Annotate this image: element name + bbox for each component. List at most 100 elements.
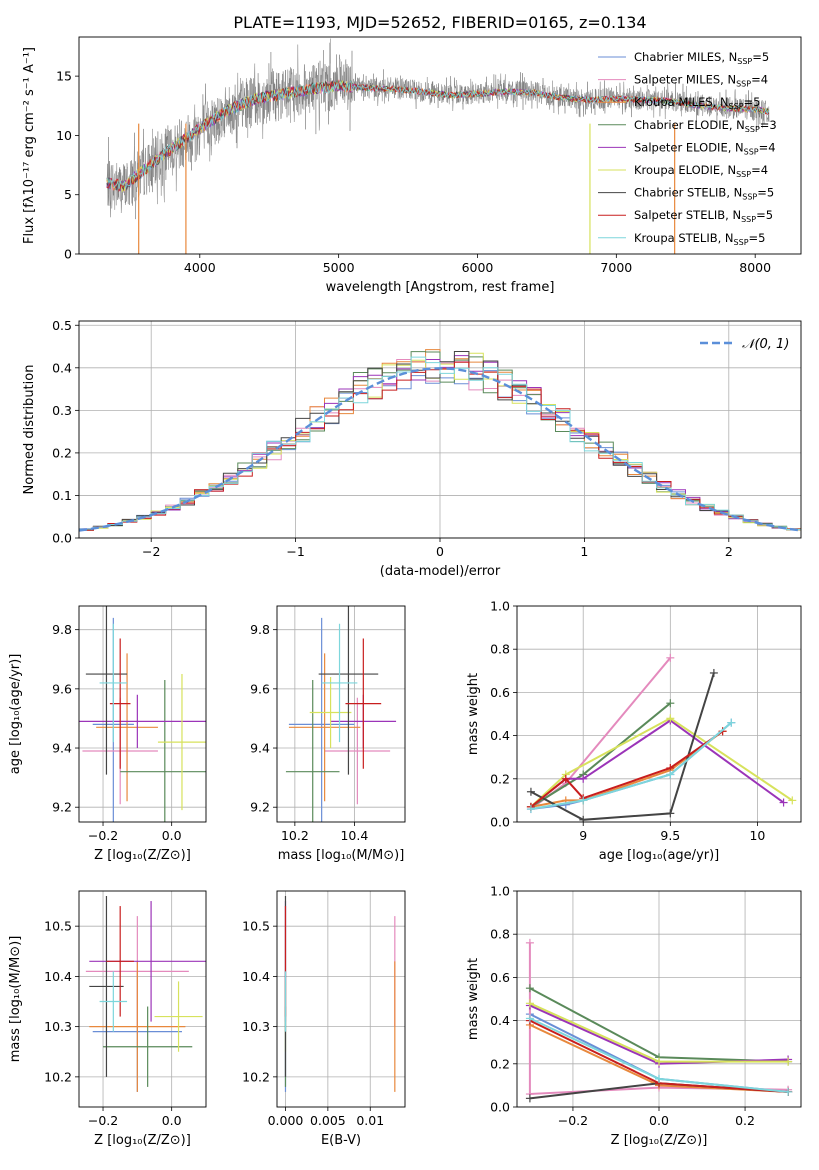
- y-tick-label: 0.8: [490, 927, 510, 942]
- y-tick-label: 10: [56, 128, 72, 143]
- weight-vs-age-xlabel: age [log₁₀(age/yr)]: [599, 848, 720, 863]
- weight-vs-age-ylabel: mass weight: [466, 673, 481, 755]
- legend-label-tail: =4: [751, 163, 768, 177]
- legend-label: Chabrier STELIB, NSSP=5: [634, 186, 774, 202]
- weight-vs-Z-plot-area: [517, 891, 801, 1107]
- mass-vs-EBV-xlabel: E(B-V): [321, 1133, 361, 1148]
- model-spectrum-line: [106, 80, 770, 190]
- weight-vs-Z-xlabel: Z [log₁₀(Z/Z⊙)]: [611, 1133, 708, 1148]
- y-tick-label: 0.4: [52, 360, 72, 375]
- weight-series-line: [530, 721, 732, 810]
- legend-label: Kroupa STELIB, NSSP=5: [634, 231, 765, 247]
- residual-hist-frame: [78, 320, 802, 539]
- x-tick-label: 10.4: [340, 828, 368, 843]
- age-vs-Z-frame: [78, 605, 207, 823]
- residual-hist-ylabel: Normed distribution: [22, 365, 37, 495]
- weight-series-line: [530, 719, 785, 808]
- x-tick-label: 0.01: [356, 1113, 384, 1128]
- y-tick-label: 0.0: [52, 531, 72, 546]
- legend-label-tail: =5: [744, 95, 761, 109]
- y-tick-label: 9.4: [250, 741, 270, 756]
- age-vs-Z-plot-area: [79, 606, 206, 822]
- legend-label: 𝒩(0, 1): [742, 337, 789, 352]
- y-tick-label: 0.2: [490, 771, 510, 786]
- y-tick-label: 10.3: [242, 1019, 270, 1034]
- legend-label-subscript: SSP: [745, 125, 760, 134]
- x-tick-label: 10: [749, 828, 765, 843]
- y-tick-label: 0.6: [490, 685, 510, 700]
- y-tick-label: 5: [64, 187, 72, 202]
- x-tick-label: 4000: [184, 260, 216, 275]
- spectrum-plot-area: [106, 38, 770, 254]
- x-tick-label: 0: [436, 544, 444, 559]
- y-tick-label: 9.6: [250, 681, 270, 696]
- x-tick-label: −0.2: [88, 828, 118, 843]
- legend-label-subscript: SSP: [736, 170, 751, 179]
- weight-vs-age-plot-area: [517, 606, 801, 822]
- x-tick-label: 0.005: [310, 1113, 346, 1128]
- y-tick-label: 10.2: [44, 1069, 72, 1084]
- mass-vs-EBV-panel: 0.000 0.005 0.01 10.2 10.3 10.4 10.5 E(B-V): [242, 890, 406, 1148]
- legend-label: Salpeter MILES, NSSP=4: [634, 73, 768, 89]
- x-tick-label: 7000: [600, 260, 632, 275]
- age-vs-Z-xlabel: Z [log₁₀(Z/Z⊙)]: [94, 848, 191, 863]
- mass-vs-EBV-plot-area: [277, 891, 405, 1107]
- legend-label: Chabrier MILES, NSSP=5: [634, 50, 769, 66]
- spectrum-xlabel: wavelength [Angstrom, rest frame]: [326, 280, 555, 295]
- y-tick-label: 0.2: [52, 445, 72, 460]
- x-tick-label: 8000: [739, 260, 771, 275]
- age-vs-mass-xlabel: mass [log₁₀(M/M⊙)]: [278, 848, 405, 863]
- legend-label-tail: =5: [756, 208, 773, 222]
- weight-series-line: [530, 717, 793, 808]
- y-tick-label: 0.8: [490, 642, 510, 657]
- legend-label-subscript: SSP: [736, 80, 751, 89]
- spectrum-ylabel: Flux [fλ10⁻¹⁷ erg cm⁻² s⁻¹ A⁻¹]: [22, 47, 37, 244]
- y-tick-label: 10.5: [44, 919, 72, 934]
- y-tick-label: 10.3: [44, 1019, 72, 1034]
- model-spectrum-line: [106, 79, 770, 193]
- figure-title: PLATE=1193, MJD=52652, FIBERID=0165, z=0…: [233, 13, 646, 32]
- y-tick-label: 0.1: [52, 488, 72, 503]
- legend-label-subscript: SSP: [729, 102, 744, 111]
- age-vs-Z-panel: −0.2 0.0 9.2 9.4 9.6 9.8 Z [log₁₀(Z/Z⊙)] age [l…: [8, 605, 207, 863]
- spectrum-frame: [78, 36, 802, 255]
- weight-vs-age-panel: 9 9.5 10 0.0 0.2 0.4 0.6 0.8 1.0 age [log₁₀(age/y…: [466, 599, 802, 863]
- weight-vs-Z-ylabel: mass weight: [466, 958, 481, 1040]
- mass-vs-Z-ylabel: mass [log₁₀(M/M⊙)]: [8, 936, 23, 1063]
- residual-hist-panel: −2 −1 0 1 2 0.0 0.1 0.2 0.3 0.4 0.5 (data-model)/er…: [22, 318, 802, 579]
- y-tick-label: 0: [64, 247, 72, 262]
- x-tick-label: 1: [580, 544, 588, 559]
- legend-label-tail: =5: [749, 231, 766, 245]
- x-tick-label: −1: [286, 544, 304, 559]
- mass-vs-EBV-frame: [276, 890, 406, 1108]
- legend-label: Kroupa ELODIE, NSSP=4: [634, 163, 768, 179]
- y-tick-label: 9.6: [52, 681, 72, 696]
- legend-label-tail: =4: [759, 140, 776, 154]
- weight-vs-Z-frame: [516, 890, 802, 1108]
- x-tick-label: −2: [142, 544, 160, 559]
- y-tick-label: 0.3: [52, 403, 72, 418]
- y-tick-label: 0.5: [52, 318, 72, 333]
- residual-hist-plot-area: [79, 321, 801, 538]
- y-tick-label: 9.4: [52, 741, 72, 756]
- y-tick-label: 9.2: [250, 800, 270, 815]
- legend-label: Salpeter STELIB, NSSP=5: [634, 208, 773, 224]
- normal-reference-curve: [79, 367, 801, 532]
- weight-series-line: [530, 672, 715, 821]
- legend-label-subscript: SSP: [741, 215, 756, 224]
- x-tick-label: 0.0: [649, 1113, 669, 1128]
- x-tick-label: 9: [579, 828, 587, 843]
- x-tick-label: −0.2: [88, 1113, 118, 1128]
- histogram-step-line: [79, 349, 801, 531]
- legend-label: Kroupa MILES, NSSP=5: [634, 95, 760, 111]
- legend-label: Salpeter ELODIE, NSSP=4: [634, 140, 776, 156]
- x-tick-label: 0.0: [162, 1113, 182, 1128]
- y-tick-label: 9.8: [250, 622, 270, 637]
- x-tick-label: 6000: [462, 260, 494, 275]
- y-tick-label: 0.6: [490, 970, 510, 985]
- x-tick-label: 9.5: [660, 828, 680, 843]
- age-vs-Z-ylabel: age [log₁₀(age/yr)]: [8, 654, 23, 775]
- y-tick-label: 0.0: [490, 815, 510, 830]
